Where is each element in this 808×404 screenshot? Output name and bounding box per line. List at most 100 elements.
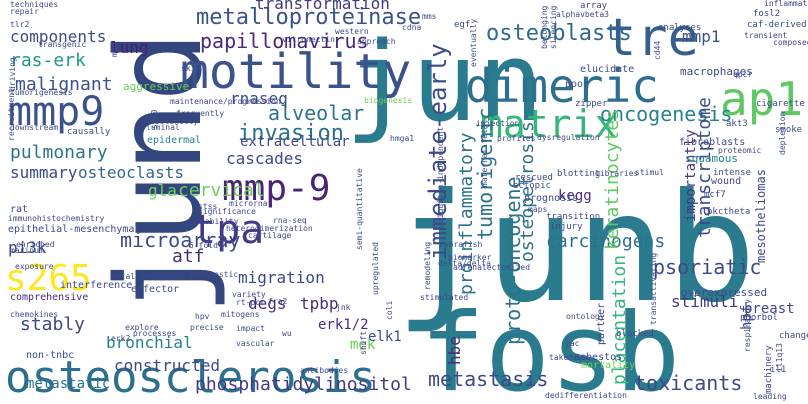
cloud-word: transactivating [649, 253, 658, 325]
cloud-word: recruitment [7, 88, 16, 141]
cloud-word: significance [198, 207, 256, 216]
cloud-word: maps [528, 205, 547, 214]
cloud-word: rna-seq [273, 216, 307, 225]
cloud-word: importantly [683, 129, 699, 222]
cloud-word: invasion [238, 121, 344, 146]
cloud-word: hmga1 [390, 134, 414, 143]
cloud-word: alveolar [268, 101, 364, 125]
cloud-word: stimulated [420, 293, 468, 302]
cloud-word: profiles [497, 134, 536, 143]
cloud-word: atf [172, 246, 205, 267]
cloud-word: 5-fold [189, 241, 218, 250]
cloud-word: epithelial-mesenchymal [8, 224, 140, 235]
cloud-word: zebrafish [439, 240, 483, 249]
cloud-word: tumorigenesis [10, 88, 73, 97]
cloud-word: cervical [178, 180, 265, 201]
cloud-word: transition [546, 212, 600, 222]
cloud-word: non-tnbc [26, 350, 74, 361]
cloud-word: jun [345, 18, 544, 146]
cloud-word: microrna [229, 199, 268, 208]
cloud-word: partner [596, 303, 607, 345]
cloud-word: mmp1 [682, 27, 721, 46]
cloud-word: mcf7 [704, 190, 726, 200]
cloud-word: dedifferentiation [545, 391, 627, 400]
cloud-word: maternal-fetal [480, 119, 489, 187]
cloud-word: downstream [10, 123, 58, 132]
cloud-word: erk1/2 [318, 317, 369, 333]
cloud-word: cdna [402, 23, 421, 32]
cloud-word: leading [753, 392, 787, 401]
cloud-word: pkctheta [707, 207, 750, 217]
cloud-word: immediate-early [424, 43, 452, 260]
cloud-word: kegg [558, 188, 592, 204]
cloud-word: rt-pcr [236, 298, 265, 307]
cloud-word: proto-oncogene [501, 176, 525, 345]
cloud-word: silencing [549, 5, 558, 49]
cloud-word: injection [476, 119, 520, 128]
cloud-word: osteosclerosis [5, 352, 376, 403]
cloud-word: fra2 [268, 297, 287, 306]
cloud-word: upregulated [371, 242, 380, 295]
cloud-word: mobility [200, 217, 239, 226]
cloud-word: pi3k [8, 238, 47, 257]
cloud-word: stimuli [671, 292, 738, 311]
cloud-word: precise [190, 323, 224, 332]
cloud-word: proteomic [718, 146, 762, 155]
cloud-word: proinflammatory [456, 132, 477, 295]
cloud-word: mortality [581, 360, 635, 371]
cloud-word: transient [744, 31, 788, 40]
cloud-word: blotting [557, 169, 600, 179]
cloud-word: alphavbeta3 [556, 10, 609, 19]
cloud-word: marinum [10, 246, 44, 255]
cloud-word: techniques [10, 0, 58, 9]
cloud-word: mitogens [221, 310, 260, 319]
cloud-word: rat [10, 204, 28, 215]
cloud-word: stimul [635, 168, 664, 177]
cloud-word: metastatic [26, 376, 110, 392]
cloud-word: hpv [195, 312, 210, 321]
cloud-word: rescued [515, 173, 553, 183]
cloud-word: yac [565, 339, 580, 348]
cloud-word: libraries [595, 169, 639, 178]
cloud-word: fosl2 [753, 9, 780, 19]
cloud-word: ras-erk [10, 50, 86, 71]
cloud-word: psoriatic [653, 255, 761, 279]
cloud-word: vitronectin [282, 35, 335, 44]
cloud-word: mek [350, 337, 376, 353]
cloud-word: constructed [114, 356, 220, 375]
cloud-word: comprehensive [10, 292, 88, 303]
cloud-word: western [335, 27, 369, 36]
cloud-word: causally [67, 127, 111, 137]
cloud-word: transcriptome [694, 97, 715, 238]
cloud-word: toxicants [634, 371, 742, 395]
cloud-word: array [580, 1, 608, 11]
cloud-word: analyses [658, 23, 701, 33]
cloud-word: betal-integrin [111, 272, 179, 281]
cloud-word: il1 [770, 365, 786, 375]
cloud-word: papillomavirus [200, 29, 369, 53]
cloud-word: asbestos [574, 352, 622, 363]
cloud-word: bronchial [106, 333, 193, 352]
cloud-word: mmp9 [8, 89, 104, 135]
cloud-word: distinctly [150, 117, 198, 126]
cloud-word: luminal [146, 123, 180, 132]
cloud-word: ubiquitin-independent [436, 127, 445, 228]
cloud-word: antibodies [300, 366, 348, 375]
cloud-word: sv40 [150, 110, 159, 129]
cloud-word: shift [359, 331, 368, 355]
cloud-word: maintenance/progression [170, 97, 281, 106]
cloud-word: migration [238, 268, 325, 287]
cloud-word: repair [10, 7, 39, 16]
cloud-word: components [10, 27, 106, 46]
cloud-word: heterodimerization [226, 224, 313, 233]
cloud-word: akt3 [726, 119, 748, 129]
cloud-word: s265 [5, 258, 92, 299]
cloud-word: metalloproteinase [196, 5, 421, 30]
cloud-word: extracellular [240, 134, 350, 150]
cloud-word: matrix [480, 102, 617, 146]
cloud-word: fibroblasts [679, 137, 745, 148]
cloud-word: overexpressed [681, 286, 767, 299]
cloud-word: osteopetrosis [517, 121, 538, 262]
